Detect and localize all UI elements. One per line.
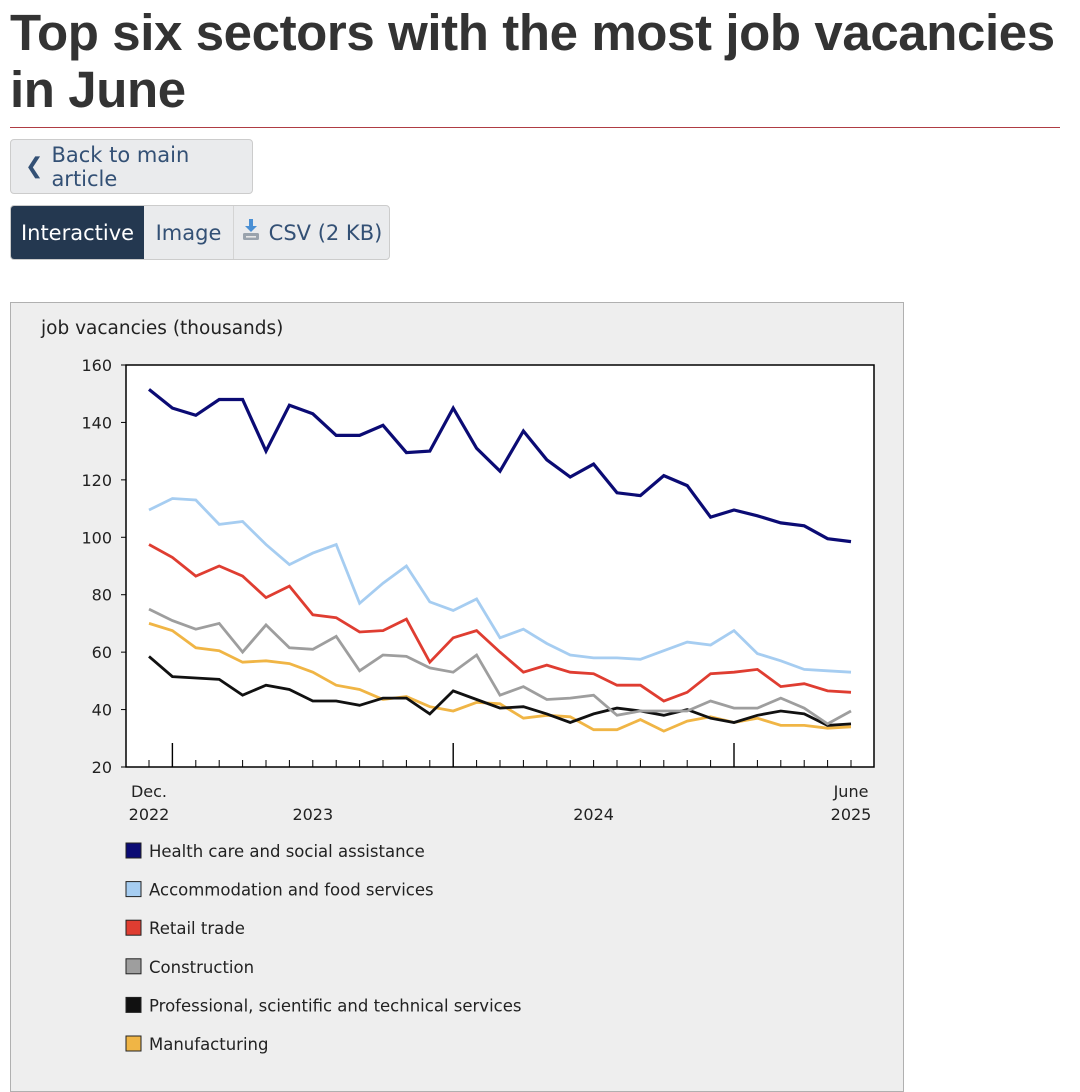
legend-swatch xyxy=(125,842,142,859)
legend-swatch xyxy=(125,881,142,898)
download-icon xyxy=(241,218,261,247)
tab-csv-download[interactable]: CSV (2 KB) xyxy=(234,206,389,259)
view-tabs: Interactive Image CSV (2 KB) xyxy=(10,205,390,260)
back-button-label: Back to main article xyxy=(51,142,190,191)
series-lines xyxy=(148,388,852,733)
y-tick-label: 80 xyxy=(92,586,112,605)
legend-label: Construction xyxy=(149,958,254,977)
y-tick-label: 40 xyxy=(92,701,112,720)
legend-swatch xyxy=(125,996,142,1013)
x-axis-ticks: Dec. 2022 2023 2024 June 2025 xyxy=(129,743,872,824)
legend-label: Health care and social assistance xyxy=(149,842,425,861)
plot-area xyxy=(125,364,875,768)
chart-panel: job vacancies (thousands) 20 40 60 80 100 120… xyxy=(10,302,904,1092)
page-title: Top six sectors with the most job vacanc… xyxy=(10,4,1055,118)
series-line-health-care-and-social-assistance xyxy=(148,388,852,544)
x-tick-label: June xyxy=(833,782,869,801)
chevron-left-icon: ❮ xyxy=(25,154,44,179)
y-tick-label: 160 xyxy=(81,356,112,375)
y-tick-label: 120 xyxy=(81,471,112,490)
series-line-construction xyxy=(148,607,852,726)
x-tick-label: Dec. xyxy=(131,782,167,801)
legend-label: Professional, scientific and technical s… xyxy=(149,996,521,1015)
tab-image[interactable]: Image xyxy=(144,206,234,259)
line-chart: job vacancies (thousands) 20 40 60 80 100 120… xyxy=(40,318,875,1054)
legend-label: Manufacturing xyxy=(149,1035,268,1054)
title-divider xyxy=(10,127,1060,128)
y-axis-label: job vacancies (thousands) xyxy=(40,318,283,339)
x-tick-label: 2025 xyxy=(831,805,872,824)
y-tick-label: 100 xyxy=(81,528,112,547)
legend-swatch xyxy=(125,1035,142,1052)
y-tick-label: 60 xyxy=(92,643,112,662)
series-line-retail-trade xyxy=(148,543,852,703)
x-tick-label: 2024 xyxy=(573,805,614,824)
x-tick-label: 2022 xyxy=(129,805,170,824)
legend-label: Accommodation and food services xyxy=(149,881,434,900)
legend-swatch xyxy=(125,958,142,975)
tab-interactive-label: Interactive xyxy=(20,220,135,245)
y-axis-ticks: 20 40 60 80 100 120 140 160 xyxy=(81,356,126,777)
tab-csv-label: CSV (2 KB) xyxy=(268,220,383,245)
series-line-accommodation-and-food-services xyxy=(148,497,852,674)
tab-image-label: Image xyxy=(155,220,222,245)
x-tick-label: 2023 xyxy=(292,805,333,824)
back-to-main-article-button[interactable]: ❮ Back to main article xyxy=(10,139,253,194)
tab-interactive[interactable]: Interactive xyxy=(11,206,144,259)
legend-swatch xyxy=(125,919,142,936)
y-tick-label: 20 xyxy=(92,758,112,777)
legend-label: Retail trade xyxy=(149,919,245,938)
y-tick-label: 140 xyxy=(81,413,112,432)
series-line-professional-scientific-and-technical-services xyxy=(148,655,852,727)
chart-legend: Health care and social assistance Accommo… xyxy=(125,842,521,1054)
